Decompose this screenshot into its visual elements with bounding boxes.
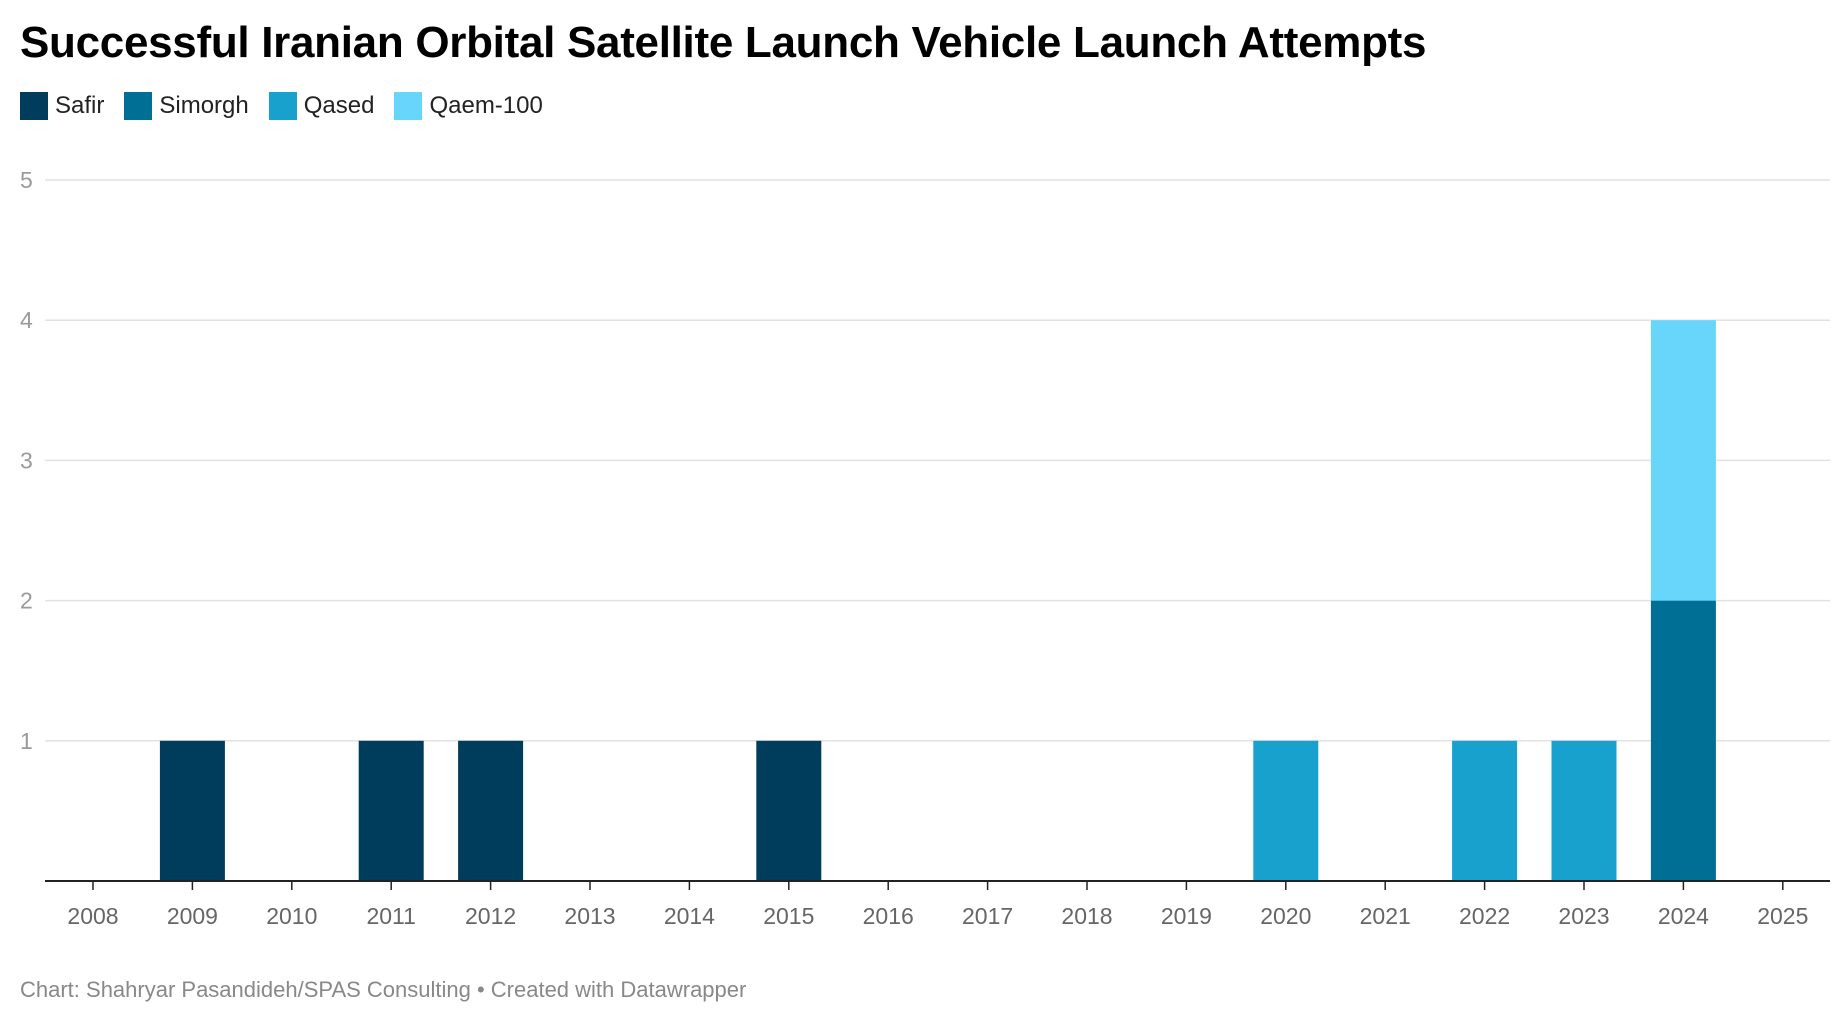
y-tick-label-2: 2	[20, 588, 33, 614]
legend-label-simorgh: Simorgh	[159, 92, 249, 119]
bar-qased-2020	[1253, 740, 1319, 881]
bar-chart: 1 2 3 4 5 2008 2009 2010 2011 2012 2013 2014 2015 201…	[20, 167, 1830, 929]
x-tick-label-2019: 2019	[1161, 903, 1212, 929]
x-tick-label-2015: 2015	[763, 903, 814, 929]
x-tick-label-2024: 2024	[1658, 903, 1709, 929]
legend-swatch-qaem-100	[394, 92, 423, 120]
x-tick-label-2016: 2016	[863, 903, 914, 929]
x-tick-label-2025: 2025	[1757, 903, 1808, 929]
chart-title: Successful Iranian Orbital Satellite Lau…	[20, 18, 1427, 67]
x-tick-label-2014: 2014	[664, 903, 715, 929]
x-tick-label-2020: 2020	[1260, 903, 1311, 929]
bar-qased-2022	[1452, 740, 1518, 881]
bar-simorgh-2024	[1650, 600, 1716, 881]
legend-swatch-qased	[268, 92, 297, 120]
x-tick-label-2008: 2008	[67, 903, 118, 929]
bar-safir-2009	[159, 740, 225, 881]
x-tick-label-2022: 2022	[1459, 903, 1510, 929]
y-tick-label-4: 4	[20, 307, 33, 333]
legend-swatch-safir	[20, 92, 48, 120]
legend: Safir Simorgh Qased Qaem-100	[20, 92, 563, 120]
y-tick-label-3: 3	[20, 447, 33, 473]
x-tick-label-2011: 2011	[366, 903, 415, 929]
legend-swatch-simorgh	[124, 92, 153, 120]
x-tick-label-2017: 2017	[962, 903, 1013, 929]
y-tick-label-5: 5	[20, 167, 33, 193]
legend-label-safir: Safir	[55, 92, 105, 119]
x-tick-label-2012: 2012	[465, 903, 516, 929]
legend-item-simorgh: Simorgh	[124, 92, 249, 120]
x-tick-label-2009: 2009	[167, 903, 218, 929]
bar-safir-2012	[458, 740, 524, 881]
y-tick-label-1: 1	[20, 728, 33, 754]
bar-qaem-100-2024	[1650, 320, 1716, 601]
legend-item-qaem-100: Qaem-100	[394, 92, 543, 120]
x-tick-label-2018: 2018	[1061, 903, 1112, 929]
legend-item-safir: Safir	[20, 92, 104, 120]
chart-footer: Chart: Shahryar Pasandideh/SPAS Consulti…	[20, 977, 747, 1002]
bar-safir-2015	[756, 740, 822, 881]
x-tick-label-2010: 2010	[266, 903, 317, 929]
x-tick-label-2021: 2021	[1360, 903, 1411, 929]
legend-label-qaem-100: Qaem-100	[429, 92, 543, 119]
legend-item-qased: Qased	[268, 92, 375, 120]
x-tick-label-2023: 2023	[1558, 903, 1609, 929]
bar-safir-2011	[358, 740, 424, 881]
x-tick-label-2013: 2013	[564, 903, 615, 929]
bar-qased-2023	[1551, 740, 1617, 881]
legend-label-qased: Qased	[303, 92, 375, 119]
